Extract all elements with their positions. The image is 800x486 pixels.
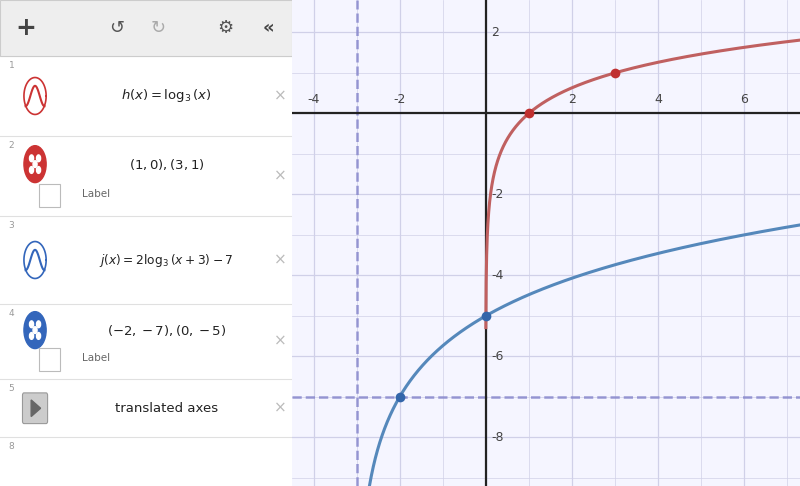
Text: -2: -2 [491,188,503,201]
Circle shape [30,321,34,328]
Text: $(1,0),(3,1)$: $(1,0),(3,1)$ [129,156,204,172]
Text: -4: -4 [307,93,320,106]
Text: 2: 2 [568,93,576,106]
Polygon shape [31,400,41,417]
Text: -4: -4 [491,269,503,282]
Text: -6: -6 [491,350,503,363]
Text: ×: × [274,169,286,184]
Text: Label: Label [82,189,110,199]
Text: 3: 3 [9,221,14,230]
Text: 4: 4 [9,309,14,318]
Circle shape [37,167,41,174]
Circle shape [37,332,41,339]
Text: ×: × [274,253,286,267]
Text: translated axes: translated axes [115,402,218,415]
Text: Label: Label [82,353,110,363]
Circle shape [37,321,41,328]
Text: 8: 8 [9,442,14,451]
Circle shape [33,327,37,333]
Text: +: + [16,16,37,40]
Text: ↻: ↻ [150,19,166,37]
Text: ⚙: ⚙ [217,19,233,37]
FancyBboxPatch shape [0,0,292,56]
Circle shape [37,155,41,162]
Circle shape [30,155,34,162]
Text: ×: × [274,334,286,349]
Text: ×: × [274,88,286,104]
Text: $j(x) = 2\log_3(x+3)-7$: $j(x) = 2\log_3(x+3)-7$ [99,252,234,268]
Text: «: « [263,19,274,37]
FancyBboxPatch shape [39,348,60,371]
Circle shape [30,332,34,339]
Text: 5: 5 [9,384,14,393]
Text: ×: × [274,401,286,416]
Circle shape [24,146,46,183]
Text: -8: -8 [491,431,503,444]
Text: 2: 2 [9,141,14,150]
Text: ↺: ↺ [110,19,124,37]
Text: 6: 6 [740,93,748,106]
FancyBboxPatch shape [22,393,47,424]
Circle shape [33,161,37,168]
Text: $(-2,-7),(0,-5)$: $(-2,-7),(0,-5)$ [107,323,226,338]
Text: 2: 2 [491,26,498,39]
FancyBboxPatch shape [39,184,60,207]
Text: $h(x) = \log_3(x)$: $h(x) = \log_3(x)$ [121,87,212,104]
Text: -2: -2 [394,93,406,106]
Text: 1: 1 [9,61,14,70]
Circle shape [30,167,34,174]
Circle shape [24,312,46,348]
Text: 4: 4 [654,93,662,106]
